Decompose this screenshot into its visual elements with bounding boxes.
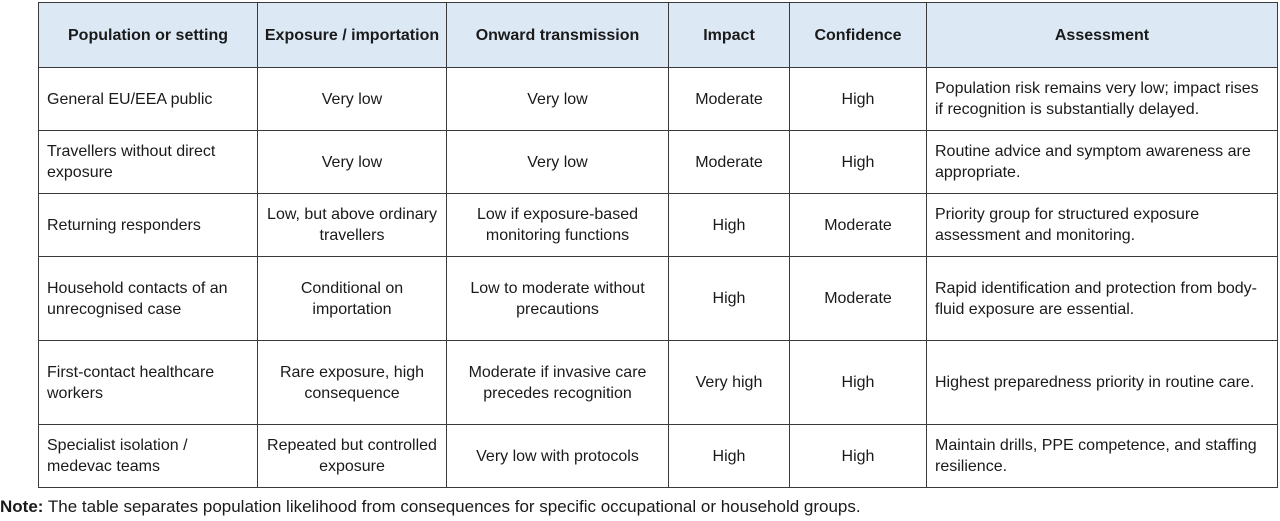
table-row: Specialist isolation / medevac teams Rep… — [38, 424, 1278, 488]
cell-exposure: Very low — [257, 130, 447, 194]
cell-impact: High — [668, 193, 790, 257]
cell-assessment: Highest preparedness priority in routine… — [926, 340, 1278, 425]
table-row: Household contacts of an unrecognised ca… — [38, 256, 1278, 341]
note-text: The table separates population likelihoo… — [47, 497, 861, 516]
cell-confidence: Moderate — [789, 256, 927, 341]
cell-confidence: High — [789, 424, 927, 488]
cell-exposure: Conditional on importation — [257, 256, 447, 341]
cell-onward-transmission: Low to moderate without precautions — [446, 256, 669, 341]
cell-population: First-contact healthcare workers — [38, 340, 258, 425]
header-confidence: Confidence — [789, 2, 927, 68]
header-population: Population or setting — [38, 2, 258, 68]
cell-exposure: Repeated but controlled exposure — [257, 424, 447, 488]
cell-onward-transmission: Low if exposure-based monitoring functio… — [446, 193, 669, 257]
table-note: Note: The table separates population lik… — [0, 496, 861, 518]
cell-exposure: Very low — [257, 67, 447, 131]
cell-onward-transmission: Very low with protocols — [446, 424, 669, 488]
cell-confidence: Moderate — [789, 193, 927, 257]
cell-population: Travellers without direct exposure — [38, 130, 258, 194]
cell-population: Returning responders — [38, 193, 258, 257]
cell-exposure: Rare exposure, high consequence — [257, 340, 447, 425]
risk-assessment-table-container: Population or setting Exposure / importa… — [38, 2, 1278, 488]
cell-onward-transmission: Very low — [446, 67, 669, 131]
table-row: Returning responders Low, but above ordi… — [38, 193, 1278, 257]
risk-assessment-table: Population or setting Exposure / importa… — [38, 2, 1278, 488]
cell-assessment: Priority group for structured exposure a… — [926, 193, 1278, 257]
cell-impact: High — [668, 424, 790, 488]
table-row: First-contact healthcare workers Rare ex… — [38, 340, 1278, 425]
cell-confidence: High — [789, 340, 927, 425]
cell-assessment: Routine advice and symptom awareness are… — [926, 130, 1278, 194]
cell-onward-transmission: Moderate if invasive care precedes recog… — [446, 340, 669, 425]
cell-impact: Moderate — [668, 67, 790, 131]
cell-population: General EU/EEA public — [38, 67, 258, 131]
table-row: Travellers without direct exposure Very … — [38, 130, 1278, 194]
table-header-row: Population or setting Exposure / importa… — [38, 2, 1278, 68]
header-exposure: Exposure / importation — [257, 2, 447, 68]
cell-confidence: High — [789, 67, 927, 131]
cell-assessment: Maintain drills, PPE competence, and sta… — [926, 424, 1278, 488]
header-onward-transmission: Onward transmission — [446, 2, 669, 68]
header-impact: Impact — [668, 2, 790, 68]
cell-exposure: Low, but above ordinary travellers — [257, 193, 447, 257]
cell-impact: Very high — [668, 340, 790, 425]
cell-population: Specialist isolation / medevac teams — [38, 424, 258, 488]
cell-onward-transmission: Very low — [446, 130, 669, 194]
cell-assessment: Population risk remains very low; impact… — [926, 67, 1278, 131]
header-assessment: Assessment — [926, 2, 1278, 68]
cell-impact: High — [668, 256, 790, 341]
cell-confidence: High — [789, 130, 927, 194]
note-label: Note: — [0, 497, 44, 516]
table-row: General EU/EEA public Very low Very low … — [38, 67, 1278, 131]
cell-assessment: Rapid identification and protection from… — [926, 256, 1278, 341]
cell-population: Household contacts of an unrecognised ca… — [38, 256, 258, 341]
cell-impact: Moderate — [668, 130, 790, 194]
